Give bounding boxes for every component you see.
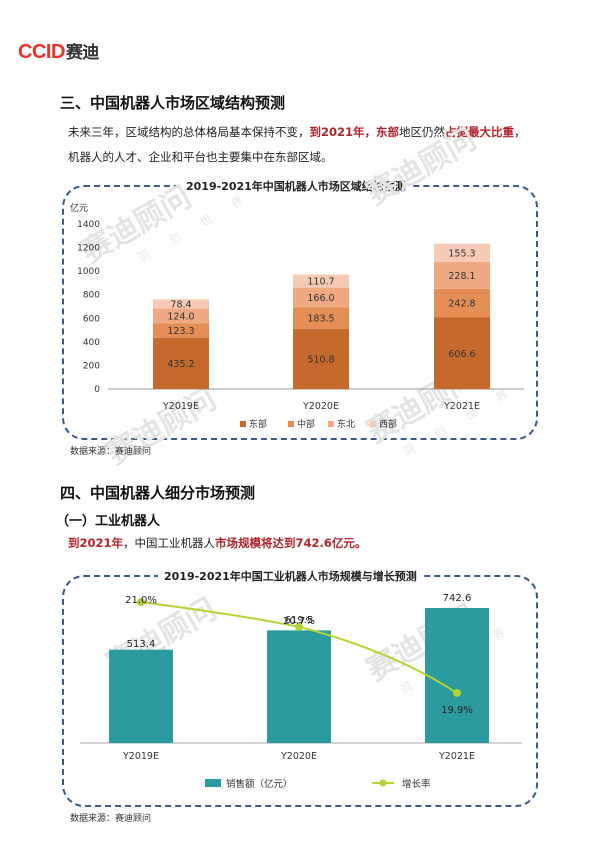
chart1-y-tick: 800	[83, 291, 100, 301]
chart1-bar-中部-Y2020E	[293, 307, 349, 329]
chart2-line-label: 20.7%	[283, 616, 315, 627]
chart1-data-label: 124.0	[167, 311, 194, 322]
chart1-data-label: 78.4	[170, 299, 191, 310]
chart1-bar-中部-Y2021E	[434, 288, 490, 318]
chart1-y-tick: 400	[83, 338, 100, 348]
chart2-growth-point	[453, 688, 461, 697]
chart1-title: 2019-2021年中国机器人市场区域结构预测	[180, 178, 412, 194]
chart2-x-tick: Y2019E	[122, 751, 159, 762]
chart1-x-tick: Y2021E	[443, 401, 480, 412]
chart1-legend-swatch	[240, 421, 246, 427]
chart1-legend-swatch	[328, 421, 334, 427]
chart1-y-tick: 1400	[77, 220, 100, 230]
chart2-bar-Y2019E	[109, 649, 173, 743]
chart1-bar-东部-Y2019E	[153, 337, 209, 389]
source-note-1: 数据来源：赛迪顾问	[70, 447, 152, 457]
chart1-data-label: 510.8	[307, 354, 334, 365]
chart2-bar-label: 619.5	[285, 615, 314, 626]
chart1-legend-label: 东部	[249, 418, 267, 430]
chart1-data-label: 123.3	[167, 326, 194, 337]
section4-subheading: （一）工业机器人	[56, 514, 161, 529]
chart1-data-label: 155.3	[448, 248, 475, 259]
chart2-bar-Y2020E	[267, 630, 331, 743]
chart1-bar-中部-Y2019E	[153, 323, 209, 338]
chart1-y-tick: 0	[94, 385, 100, 395]
chart1-bar-东北-Y2020E	[293, 287, 349, 308]
chart2-x-tick: Y2020E	[280, 751, 317, 762]
source-note-2: 数据来源：赛迪顾问	[70, 814, 152, 824]
chart1-legend-label: 中部	[297, 418, 315, 430]
section3-paragraph: 未来三年，区域结构的总体格局基本保持不变，到2021年，东部地区仍然占据最大比重…	[68, 125, 526, 164]
chart2-bar-Y2021E	[425, 608, 489, 743]
chart1-data-label: 183.5	[307, 313, 334, 324]
chart2-legend-label: 销售额（亿元）	[226, 778, 293, 790]
chart2-legend-swatch-bar	[205, 779, 221, 787]
ccid-logo: CCID赛迪	[18, 41, 99, 63]
chart2-bar-label: 742.6	[443, 593, 472, 604]
chart2-title: 2019-2021年中国工业机器人市场规模与增长预测	[158, 568, 423, 584]
chart1-legend-label: 东北	[337, 418, 355, 430]
chart1-x-tick: Y2020E	[302, 401, 339, 412]
chart1-y-tick: 200	[83, 361, 100, 371]
chart2-legend-label: 增长率	[402, 778, 431, 790]
chart2-x-tick: Y2021E	[438, 751, 475, 762]
chart1-bar-东部-Y2020E	[293, 328, 349, 389]
chart1-data-label: 435.2	[167, 359, 194, 370]
chart1-y-tick: 1000	[77, 267, 100, 277]
chart2-legend-swatch-dot	[379, 779, 387, 787]
chart2-growth-point	[295, 622, 303, 631]
section4-line: 到2021年，中国工业机器人市场规模将达到742.6亿元。	[68, 536, 367, 550]
section3-heading: 三、中国机器人市场区域结构预测	[60, 94, 286, 112]
chart1-data-label: 242.8	[448, 299, 475, 310]
chart1-bar-东北-Y2019E	[153, 308, 209, 324]
chart1-y-tick: 1200	[77, 244, 100, 254]
chart1-data-label: 228.1	[448, 271, 475, 282]
chart2-bar-label: 513.4	[127, 639, 156, 650]
chart1-bar-西部-Y2019E	[153, 299, 209, 309]
chart1-legend-swatch	[288, 421, 294, 427]
chart1-x-tick: Y2019E	[162, 401, 199, 412]
chart1-y-tick: 600	[83, 314, 100, 324]
section4-heading: 四、中国机器人细分市场预测	[60, 484, 256, 502]
chart2-line-label: 21.0%	[125, 595, 157, 606]
chart1-data-label: 166.0	[307, 293, 334, 304]
chart2-line-label: 19.9%	[441, 705, 473, 716]
chart2-growth-point	[137, 598, 145, 606]
chart1-bar-东部-Y2021E	[434, 317, 490, 389]
chart1-bar-西部-Y2021E	[434, 243, 490, 263]
chart1-y-unit: 亿元	[70, 202, 88, 214]
chart1-bar-东北-Y2021E	[434, 262, 490, 289]
chart1-data-label: 110.7	[307, 277, 334, 288]
chart1-data-label: 606.6	[448, 349, 475, 360]
chart1-bar-西部-Y2020E	[293, 274, 349, 288]
chart1-legend-label: 西部	[379, 418, 397, 430]
chart1-legend-swatch	[370, 421, 376, 427]
